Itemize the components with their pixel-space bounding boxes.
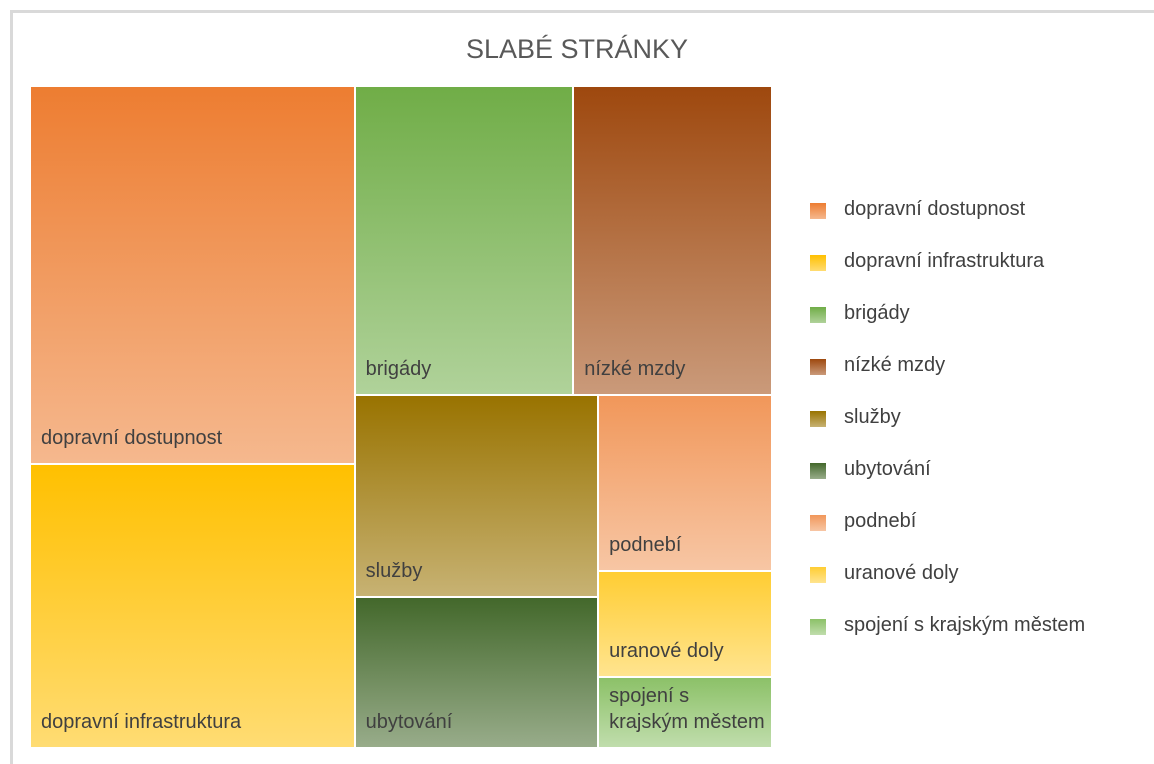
tile-label: uranové doly xyxy=(609,640,724,663)
legend-item: služby xyxy=(810,404,1150,434)
tile-label: služby xyxy=(365,559,423,582)
legend-swatch xyxy=(810,359,826,375)
legend-swatch xyxy=(810,515,826,531)
legend-label: dopravní infrastruktura xyxy=(844,250,1045,272)
legend-label: dopravní dostupnost xyxy=(844,198,1026,220)
legend-label: spojení s krajským městem xyxy=(844,614,1086,636)
legend-item: brigády xyxy=(810,300,1150,330)
tile-label: spojení s krajským městem xyxy=(609,684,765,733)
tile-label: brigády xyxy=(365,357,432,380)
chart-title: SLABÉ STRÁNKY xyxy=(465,34,689,64)
legend-item: spojení s krajským městem xyxy=(810,612,1150,642)
legend-swatch xyxy=(810,203,826,219)
tile-label: podnebí xyxy=(609,534,682,557)
legend-label: nízké mzdy xyxy=(844,354,946,376)
legend-swatch xyxy=(810,567,826,583)
treemap-tile: dopravní dostupnost xyxy=(30,86,355,465)
legend-label: podnebí xyxy=(844,510,917,532)
legend-label: ubytování xyxy=(844,458,931,480)
legend-item: nízké mzdy xyxy=(810,352,1150,382)
legend-label: služby xyxy=(844,406,901,428)
tile-label: dopravní infrastruktura xyxy=(41,710,242,733)
legend-item: dopravní dostupnost xyxy=(810,196,1150,226)
legend-swatch xyxy=(810,463,826,479)
treemap-tile: nízké mzdy xyxy=(573,86,772,395)
legend-swatch xyxy=(810,255,826,271)
legend-item: uranové doly xyxy=(810,560,1150,590)
legend-item: dopravní infrastruktura xyxy=(810,248,1150,278)
legend-swatch xyxy=(810,411,826,427)
legend-label: brigády xyxy=(844,302,910,324)
treemap-tile: spojení s krajským městem xyxy=(598,677,772,748)
tile-label: nízké mzdy xyxy=(584,357,686,380)
plot-area: dopravní dostupnost dopravní infrastruktu… xyxy=(30,86,772,748)
legend-swatch xyxy=(810,307,826,323)
treemap-tile: podnebí xyxy=(598,394,772,572)
legend-item: podnebí xyxy=(810,508,1150,538)
legend-label: uranové doly xyxy=(844,562,959,584)
treemap-tile: uranové doly xyxy=(598,571,772,678)
treemap-tile: dopravní infrastruktura xyxy=(30,464,355,748)
legend-swatch xyxy=(810,619,826,635)
tile-label: ubytování xyxy=(365,710,453,733)
legend-item: ubytování xyxy=(810,456,1150,486)
tile-label: dopravní dostupnost xyxy=(41,427,223,450)
treemap-tile: služby xyxy=(354,394,599,597)
chart-border xyxy=(10,10,1154,764)
treemap-tile: brigády xyxy=(354,86,574,395)
treemap-tile: ubytování xyxy=(354,596,599,748)
